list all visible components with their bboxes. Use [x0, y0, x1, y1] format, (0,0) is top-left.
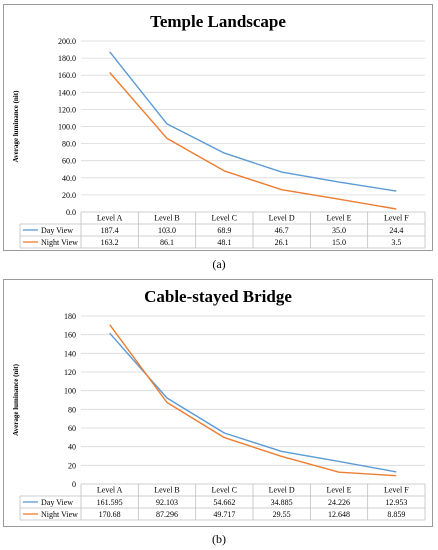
- data-table-value: 92.103: [156, 498, 178, 507]
- category-label: Level F: [384, 486, 409, 495]
- y-tick-label: 140: [64, 349, 76, 358]
- chart-cable-stayed-bridge: Cable-stayed Bridge Average luminance (ni…: [12, 287, 426, 521]
- data-table-value: 12.648: [328, 510, 350, 519]
- data-table-value: 34.885: [271, 498, 293, 507]
- y-tick-label: 40.0: [62, 174, 76, 183]
- y-tick-label: 20: [68, 461, 76, 470]
- category-label: Level B: [154, 214, 180, 223]
- caption-a: (a): [212, 257, 226, 271]
- y-tick-label: 180.0: [58, 54, 76, 63]
- category-label: Level D: [269, 214, 295, 223]
- y-tick-label: 120: [64, 368, 76, 377]
- series-line: [109, 72, 397, 210]
- data-table-value: 54.662: [213, 498, 235, 507]
- chart-title: Cable-stayed Bridge: [144, 287, 292, 306]
- y-tick-label: 40: [68, 443, 76, 452]
- data-table-value: 87.296: [156, 510, 178, 519]
- y-tick-label: 180: [64, 312, 76, 321]
- category-label: Level C: [212, 214, 238, 223]
- data-table-value: 163.2: [101, 238, 119, 247]
- legend-label: Night View: [41, 510, 78, 519]
- y-tick-label: 20.0: [62, 191, 76, 200]
- category-label: Level C: [212, 486, 238, 495]
- legend-label: Day View: [41, 498, 73, 507]
- y-tick-label: 80.0: [62, 140, 76, 149]
- y-tick-label: 160.0: [58, 71, 76, 80]
- data-table-value: 29.55: [273, 510, 291, 519]
- data-table-value: 24.4: [389, 226, 403, 235]
- data-table-value: 49.717: [213, 510, 235, 519]
- y-tick-label: 140.0: [58, 88, 76, 97]
- y-tick-label: 200.0: [58, 37, 76, 46]
- legend-label: Night View: [41, 238, 78, 247]
- data-table-value: 26.1: [275, 238, 289, 247]
- data-table-value: 161.595: [97, 498, 123, 507]
- data-table-value: 187.4: [101, 226, 119, 235]
- category-label: Level E: [326, 486, 351, 495]
- category-label: Level D: [269, 486, 295, 495]
- y-tick-label: 120.0: [58, 105, 76, 114]
- chart-temple-landscape: Temple Landscape Average luminance (nit) 0…: [12, 12, 426, 249]
- data-table-value: 103.0: [158, 226, 176, 235]
- data-table-value: 86.1: [160, 238, 174, 247]
- data-table-value: 35.0: [332, 226, 346, 235]
- y-tick-label: 0.0: [66, 208, 76, 217]
- category-label: Level A: [97, 486, 123, 495]
- category-label: Level F: [384, 214, 409, 223]
- y-tick-label: 80: [68, 405, 76, 414]
- data-table-value: 170.68: [99, 510, 121, 519]
- y-tick-label: 100.0: [58, 123, 76, 132]
- data-table-value: 24.226: [328, 498, 350, 507]
- data-table-value: 68.9: [217, 226, 231, 235]
- data-table-value: 8.859: [387, 510, 405, 519]
- data-table-value: 3.5: [391, 238, 401, 247]
- y-tick-label: 60: [68, 424, 76, 433]
- category-label: Level E: [326, 214, 351, 223]
- y-axis-label: Average luminance (nit): [12, 363, 20, 435]
- series-line: [109, 332, 397, 473]
- y-axis-label: Average luminance (nit): [12, 90, 20, 162]
- chart-panel-cable-stayed-bridge: Cable-stayed Bridge Average luminance (ni…: [3, 279, 433, 527]
- data-table-value: 48.1: [217, 238, 231, 247]
- data-table-value: 46.7: [275, 226, 289, 235]
- series-line: [109, 324, 397, 477]
- caption-b: (b): [212, 532, 226, 546]
- data-table-value: 15.0: [332, 238, 346, 247]
- data-table-value: 12.953: [385, 498, 407, 507]
- y-tick-label: 60.0: [62, 157, 76, 166]
- chart-panel-temple-landscape: Temple Landscape Average luminance (nit) 0…: [3, 4, 433, 251]
- y-tick-label: 0: [72, 480, 76, 489]
- category-label: Level A: [97, 214, 123, 223]
- y-tick-label: 160: [64, 331, 76, 340]
- category-label: Level B: [154, 486, 180, 495]
- legend-label: Day View: [41, 226, 73, 235]
- y-tick-label: 100: [64, 387, 76, 396]
- chart-title: Temple Landscape: [150, 12, 286, 31]
- series-line: [109, 51, 397, 192]
